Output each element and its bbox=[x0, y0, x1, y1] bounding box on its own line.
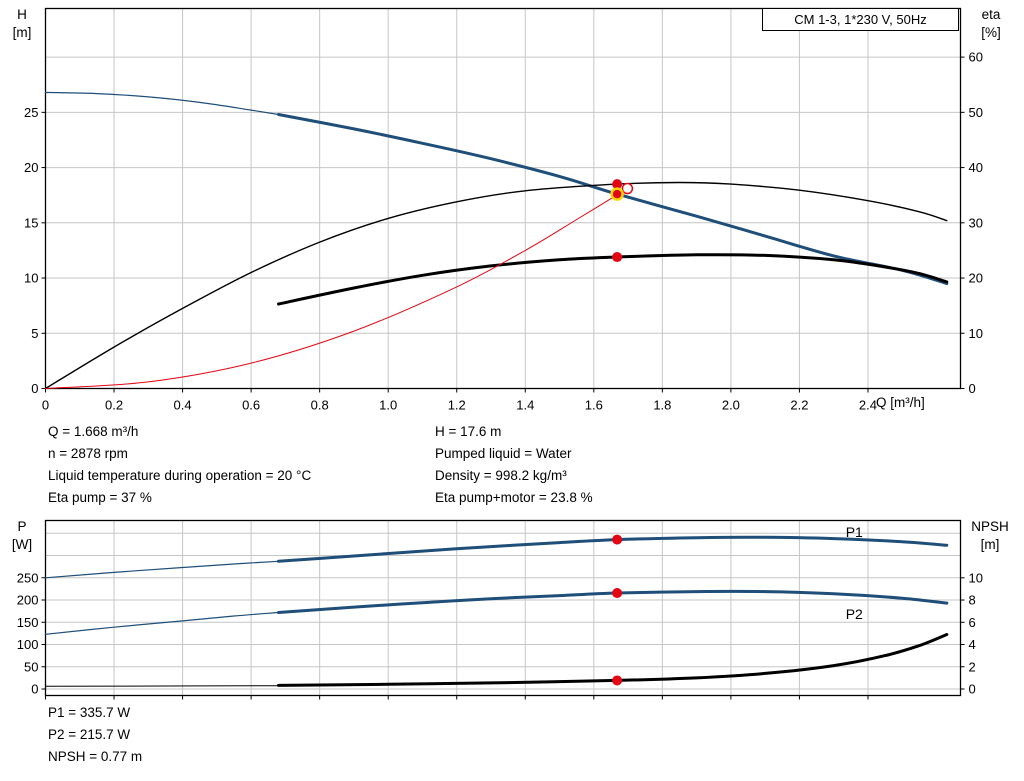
x-tick-label: 0.8 bbox=[311, 398, 329, 413]
eta-pump-motor-curve bbox=[277, 253, 949, 306]
duty-eta-pump-marker[interactable] bbox=[612, 179, 623, 190]
x-tick-label: 0.2 bbox=[105, 398, 123, 413]
intersection-marker[interactable] bbox=[621, 182, 634, 195]
duty-p1-marker[interactable] bbox=[612, 534, 623, 545]
h-axis-unit: [m] bbox=[12, 25, 32, 40]
h-axis-title: H [m] bbox=[2, 6, 42, 42]
x-tick-label: 1.0 bbox=[379, 398, 397, 413]
p1-curve-lead bbox=[44, 560, 280, 579]
y-left-tick-label: 15 bbox=[24, 215, 38, 230]
y-left-tick-label: 5 bbox=[31, 326, 38, 341]
x-tick-label: 2.4 bbox=[859, 398, 877, 413]
duty-npsh-marker[interactable] bbox=[612, 675, 623, 686]
info-line-npsh: NPSH = 0.77 m bbox=[48, 749, 143, 764]
power-npsh-chart: 0 50 100 150 200 250 0 2 4 6 8 10 P1 P2 bbox=[17, 519, 983, 700]
y-left-tick-label: 0 bbox=[31, 381, 38, 396]
x-tick-label: 2.0 bbox=[722, 398, 740, 413]
duty-info-right: H = 17.6 m Pumped liquid = Water Density… bbox=[435, 421, 593, 509]
y-left-tick-label: 250 bbox=[17, 570, 39, 585]
p2-curve-lead bbox=[44, 611, 280, 635]
npsh-curve-lead bbox=[45, 685, 279, 687]
y-right-tick-label: 60 bbox=[969, 50, 983, 65]
info-line-liquid-temp: Liquid temperature during operation = 20… bbox=[48, 468, 312, 483]
x-tick-label: 2.2 bbox=[790, 398, 808, 413]
x-tick-label: 0.4 bbox=[174, 398, 192, 413]
x-tick-label: 1.4 bbox=[516, 398, 534, 413]
y-left-tick-label: 100 bbox=[17, 637, 39, 652]
info-line-pumped-liquid: Pumped liquid = Water bbox=[435, 446, 572, 461]
y-left-tick-label: 150 bbox=[17, 615, 39, 630]
y-left-tick-label: 200 bbox=[17, 593, 39, 608]
hq-eta-chart: 0 5 10 15 20 25 0 10 20 30 40 50 60 0 0.2 0.4 0.6 0.8 1.0 1… bbox=[24, 7, 983, 413]
p-axis-title: P [W] bbox=[2, 518, 42, 554]
x-tick-label: 1.8 bbox=[653, 398, 671, 413]
eta-pump-curve bbox=[44, 181, 948, 390]
x-tick-label: 0.6 bbox=[242, 398, 260, 413]
duty-p2-marker[interactable] bbox=[612, 588, 623, 599]
info-line-density: Density = 998.2 kg/m³ bbox=[435, 468, 567, 483]
info-line-n: n = 2878 rpm bbox=[48, 446, 128, 461]
y-right-tick-label: 20 bbox=[969, 271, 983, 286]
x-tick-label: 1.6 bbox=[585, 398, 603, 413]
npsh-axis-unit: [m] bbox=[980, 537, 1000, 552]
y-right-tick-label: 10 bbox=[969, 326, 983, 341]
q-axis-label: Q [m³/h] bbox=[876, 395, 925, 410]
y-right-tick-label: 50 bbox=[969, 105, 983, 120]
series-label-p1: P1 bbox=[846, 524, 863, 540]
p-axis-symbol: P bbox=[17, 519, 27, 534]
info-line-q: Q = 1.668 m³/h bbox=[48, 424, 139, 439]
x-tick-label: 0 bbox=[42, 398, 49, 413]
y-left-tick-label: 50 bbox=[24, 659, 38, 674]
eta-axis-unit: [%] bbox=[981, 25, 1001, 40]
npsh-curve bbox=[277, 633, 949, 687]
power-info: P1 = 335.7 W P2 = 215.7 W NPSH = 0.77 m bbox=[48, 702, 142, 768]
y-right-tick-label: 10 bbox=[969, 570, 983, 585]
info-line-p1: P1 = 335.7 W bbox=[48, 705, 131, 720]
npsh-axis-symbol: NPSH bbox=[971, 519, 1009, 534]
y-left-tick-label: 20 bbox=[24, 160, 38, 175]
plot-frame bbox=[44, 7, 962, 390]
info-line-p2: P2 = 215.7 W bbox=[48, 727, 131, 742]
info-line-eta-pump-motor: Eta pump+motor = 23.8 % bbox=[435, 490, 593, 505]
h-axis-symbol: H bbox=[17, 7, 27, 22]
info-line-eta-pump: Eta pump = 37 % bbox=[48, 490, 152, 505]
x-tick-label: 1.2 bbox=[448, 398, 466, 413]
y-right-tick-label: 8 bbox=[969, 593, 976, 608]
info-line-h: H = 17.6 m bbox=[435, 424, 502, 439]
p-axis-unit: [W] bbox=[11, 537, 33, 552]
eta-axis-symbol: eta bbox=[981, 7, 1001, 22]
plot-frame bbox=[44, 519, 962, 697]
y-right-tick-label: 2 bbox=[969, 659, 976, 674]
duty-point-marker[interactable] bbox=[610, 187, 624, 201]
duty-eta-motor-marker[interactable] bbox=[612, 252, 623, 263]
eta-axis-title: eta [%] bbox=[962, 6, 1020, 42]
pump-curve-lead bbox=[44, 91, 280, 116]
y-right-tick-label: 40 bbox=[969, 160, 983, 175]
pump-model-legend: CM 1-3, 1*230 V, 50Hz bbox=[762, 8, 959, 31]
series-label-p2: P2 bbox=[846, 606, 863, 622]
y-right-tick-label: 30 bbox=[969, 215, 983, 230]
y-right-tick-label: 4 bbox=[969, 637, 976, 652]
y-right-tick-label: 6 bbox=[969, 615, 976, 630]
y-left-tick-label: 0 bbox=[31, 682, 38, 697]
system-curve bbox=[45, 188, 628, 389]
y-right-tick-label: 0 bbox=[969, 682, 976, 697]
y-left-tick-label: 10 bbox=[24, 271, 38, 286]
y-right-tick-label: 0 bbox=[969, 381, 976, 396]
duty-info-left: Q = 1.668 m³/h n = 2878 rpm Liquid tempe… bbox=[48, 421, 311, 509]
npsh-axis-title: NPSH [m] bbox=[958, 518, 1022, 554]
y-left-tick-label: 25 bbox=[24, 105, 38, 120]
